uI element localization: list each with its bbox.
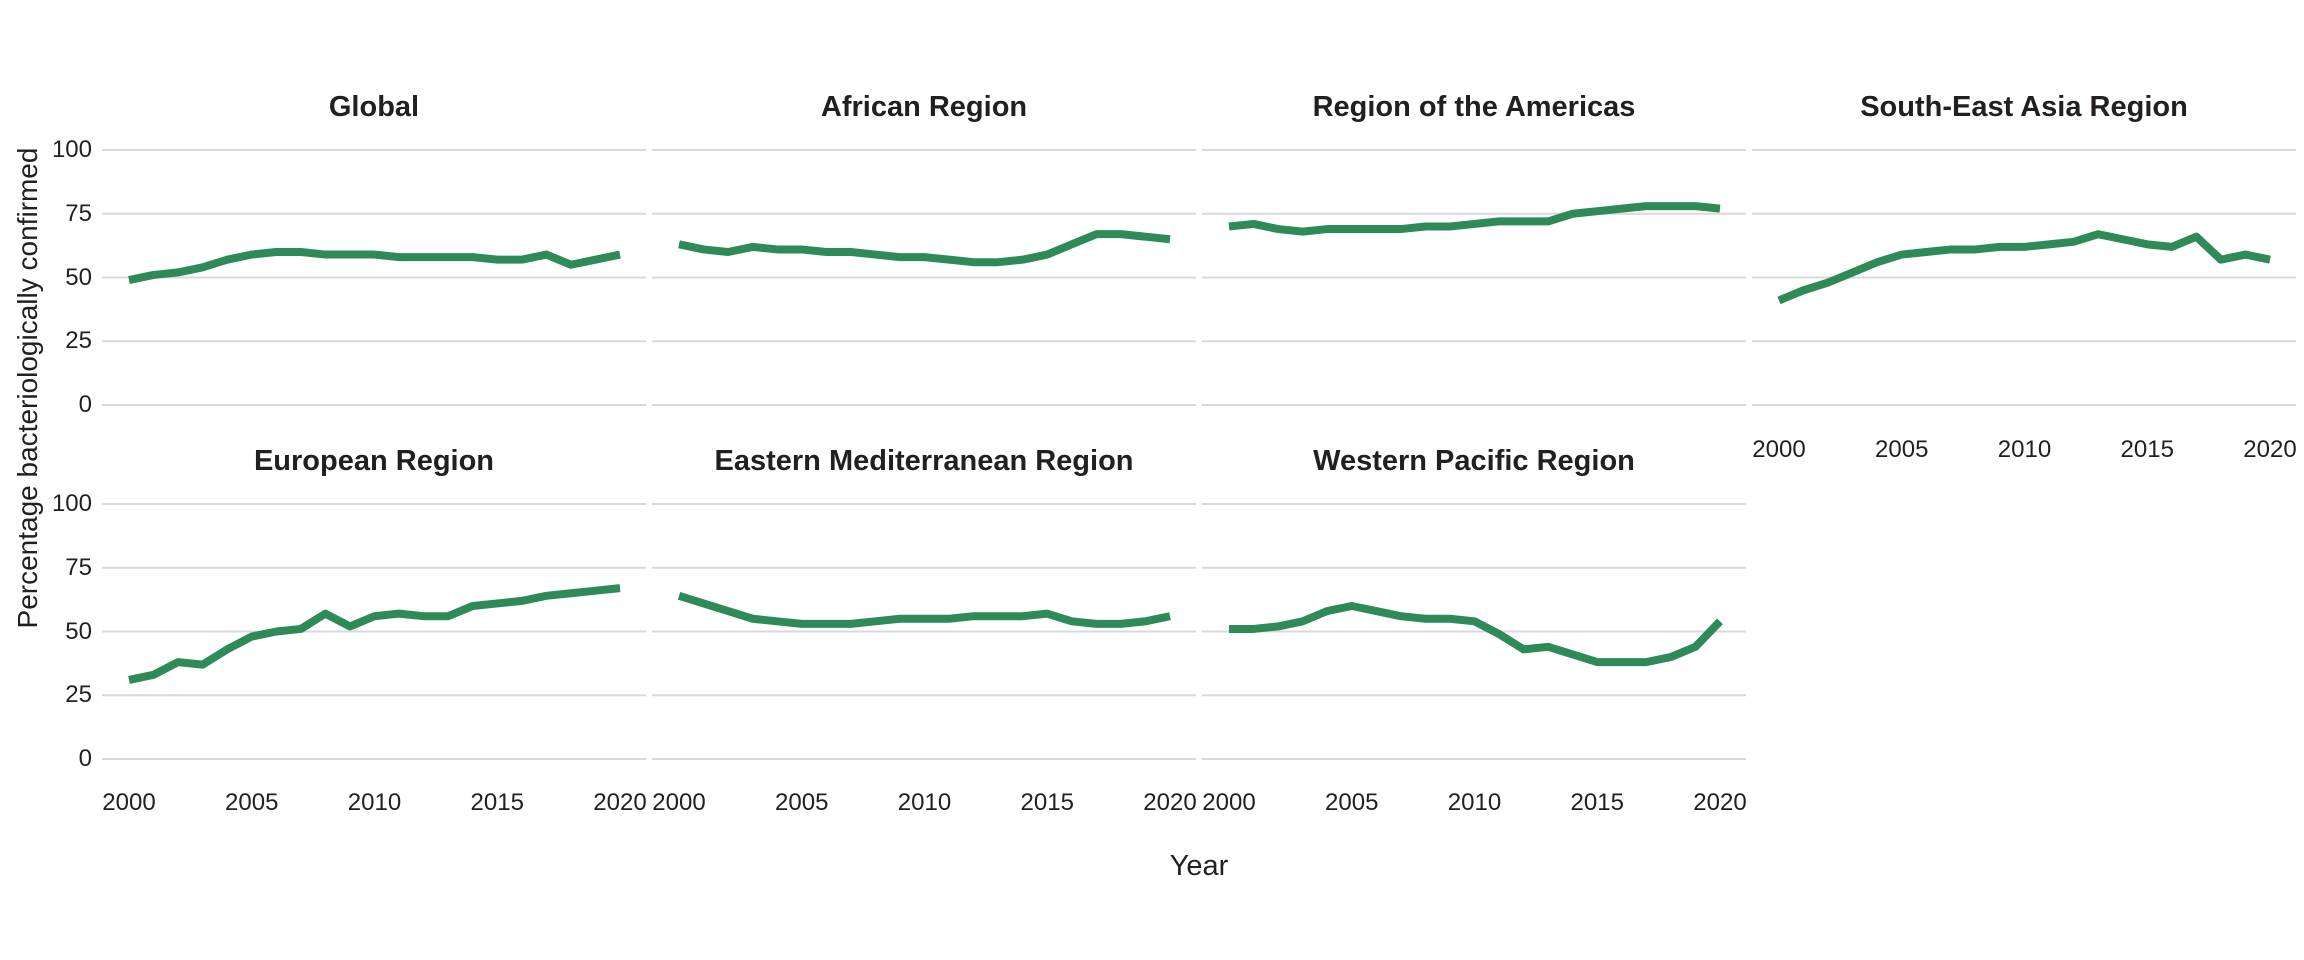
- data-line: [1228, 202, 1721, 236]
- x-tick-label: 2020: [593, 789, 647, 816]
- panel-plot: [1202, 149, 1746, 406]
- panel-title: Region of the Americas: [1312, 91, 1636, 123]
- panel-plot: [652, 503, 1196, 760]
- x-tick-label: 2005: [775, 789, 829, 816]
- panel-title: European Region: [253, 445, 495, 477]
- x-tick-label: 2015: [470, 789, 524, 816]
- data-line: [677, 591, 1171, 628]
- data-line: [128, 248, 621, 284]
- x-tick-label: 2010: [347, 789, 402, 816]
- y-axis-title: Percentage bacteriologically confirmed: [12, 147, 43, 629]
- y-tick-label: 50: [65, 263, 92, 291]
- panel-plot: [652, 149, 1196, 406]
- x-tick-label: 2000: [1202, 789, 1256, 816]
- x-tick-label: 2005: [225, 789, 279, 816]
- panel-plot: [1202, 503, 1746, 760]
- data-line: [128, 584, 621, 684]
- x-tick-label: 2010: [1447, 789, 1502, 816]
- x-tick-label: 2020: [2243, 436, 2297, 463]
- y-tick-label: 75: [65, 553, 92, 581]
- panel-plot: [1752, 149, 2296, 406]
- x-tick-label: 2005: [1325, 789, 1379, 816]
- x-tick-label: 2015: [2120, 436, 2174, 463]
- y-tick-label: 0: [78, 745, 92, 772]
- y-tick-label: 100: [51, 136, 92, 163]
- panel-title: Western Pacific Region: [1313, 445, 1635, 477]
- x-tick-label: 2010: [897, 789, 952, 816]
- panel-title: African Region: [820, 91, 1028, 123]
- y-tick-label: 25: [65, 327, 92, 355]
- y-tick-label: 25: [65, 681, 92, 709]
- y-tick-label: 50: [65, 617, 92, 645]
- y-tick-label: 75: [65, 199, 92, 227]
- y-tick-label: 0: [78, 391, 92, 418]
- panel-plot: [102, 149, 646, 406]
- x-tick-label: 2000: [1752, 436, 1806, 463]
- x-tick-label: 2015: [1020, 789, 1074, 816]
- panel-title: Eastern Mediterranean Region: [714, 445, 1134, 477]
- y-tick-label: 100: [51, 490, 92, 517]
- x-tick-label: 2000: [102, 789, 156, 816]
- panel-title: South-East Asia Region: [1860, 91, 2188, 123]
- x-tick-label: 2020: [1693, 789, 1747, 816]
- x-tick-label: 2015: [1570, 789, 1624, 816]
- x-tick-label: 2000: [652, 789, 706, 816]
- panel-title: Global: [328, 91, 420, 123]
- x-tick-label: 2020: [1143, 789, 1197, 816]
- x-axis-title: Year: [1169, 850, 1229, 882]
- data-line: [1229, 602, 1723, 667]
- panel-plot: [102, 503, 646, 760]
- data-line: [1777, 230, 2271, 305]
- x-tick-label: 2010: [1997, 436, 2052, 463]
- x-tick-label: 2005: [1875, 436, 1929, 463]
- data-line: [678, 230, 1171, 267]
